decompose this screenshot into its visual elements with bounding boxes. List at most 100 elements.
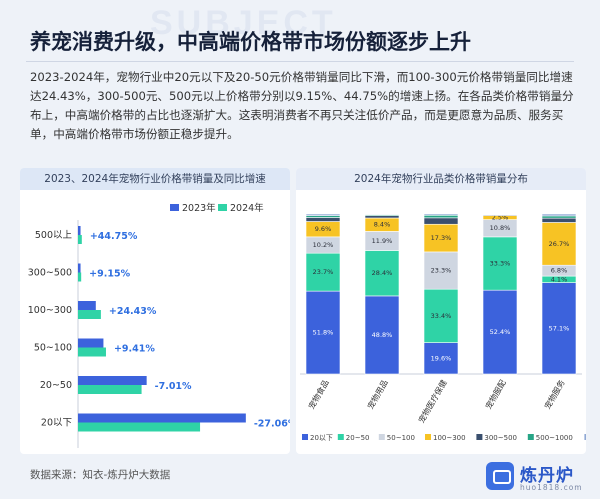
headline: 养宠消费升级，中高端价格带市场份额逐步上升 <box>30 30 471 54</box>
segment-label: 57.1% <box>549 324 570 332</box>
legend-swatch <box>527 434 534 440</box>
stack-segment <box>364 295 400 375</box>
left-chart-title: 2023、2024年宠物行业价格带销量及同比增速 <box>20 168 290 190</box>
category-label: 20~50 <box>40 380 72 391</box>
legend-swatch-2024 <box>218 204 227 211</box>
stack-segment <box>364 250 400 297</box>
watermark: SUBJECT <box>150 4 337 42</box>
right-chart-title: 2024年宠物行业品类价格带销量分布 <box>296 168 586 190</box>
stack-segment <box>364 213 400 215</box>
segment-label: 23.7% <box>313 268 334 276</box>
legend-swatch <box>584 434 586 440</box>
stack-segment <box>541 217 577 223</box>
brand-logo-icon <box>486 462 514 490</box>
price-band-growth-chart: 2023年 2024年 500以上 +44.75% 300~500 +9.15% 100~3… <box>28 202 290 448</box>
legend-label: 300~500 <box>484 434 517 442</box>
segment-label: 2.5% <box>492 214 509 222</box>
category-label: 宠物服务 <box>542 378 567 411</box>
legend-swatch <box>337 434 344 440</box>
stack-segment <box>305 290 341 375</box>
category-label: 20以下 <box>41 418 72 429</box>
category-distribution-panel: 2024年宠物行业品类价格带销量分布 51.8% 23.7% 10.2% 9.6% 宠物… <box>296 168 586 454</box>
stack-segment <box>423 213 459 216</box>
category-label: 50~100 <box>34 343 72 354</box>
category-label: 宠物食品 <box>306 378 331 411</box>
legend-label: 100~300 <box>433 434 466 442</box>
left-legend: 2023年 2024年 <box>170 202 264 214</box>
bar-2024 <box>78 310 101 319</box>
legend-label: 50~100 <box>387 434 415 442</box>
segment-label: 33.4% <box>431 312 452 320</box>
segment-label: 28.4% <box>372 269 393 277</box>
segment-label: 52.4% <box>490 328 511 336</box>
segment-label: 48.8% <box>372 331 393 339</box>
bar-2023 <box>78 376 147 385</box>
legend-label: 20~50 <box>346 434 370 442</box>
legend-swatch <box>302 434 308 440</box>
bar-2023 <box>78 338 104 348</box>
data-source: 数据来源：知衣-炼丹炉大数据 <box>30 469 171 481</box>
growth-label: -27.06% <box>254 419 290 430</box>
divider <box>26 61 574 62</box>
stack-segment <box>305 217 341 222</box>
category-label: 500以上 <box>35 230 73 241</box>
segment-label: 10.2% <box>313 241 334 249</box>
segment-label: 17.3% <box>431 234 452 242</box>
stack-segment <box>482 236 518 291</box>
legend-swatch-2023 <box>170 204 179 211</box>
growth-label: +9.41% <box>114 344 155 355</box>
bar-2024 <box>78 422 201 432</box>
category-distribution-chart: 51.8% 23.7% 10.2% 9.6% 宠物食品 48.8% 28.4% 11.9% 8.… <box>300 213 586 442</box>
bar-2023 <box>78 263 81 273</box>
bar-2023 <box>78 226 81 235</box>
stack-segment <box>423 251 459 290</box>
bar-2024 <box>78 235 82 244</box>
stack-segment <box>423 217 459 225</box>
legend-swatch <box>425 434 431 440</box>
brand-logo: 炼丹炉 huo1818.com <box>486 460 596 496</box>
legend-swatch <box>476 434 483 440</box>
bar-2023 <box>78 413 246 423</box>
segment-label: 10.8% <box>490 224 511 232</box>
legend-label-2024: 2024年 <box>230 202 264 214</box>
category-label: 100~300 <box>28 305 72 316</box>
segment-label: 11.9% <box>372 237 393 245</box>
bar-2024 <box>78 347 106 357</box>
stack-segment <box>423 223 459 253</box>
segment-label: 26.7% <box>549 240 570 248</box>
right-legend: 20以下20~5050~100100~300300~500500~1000100… <box>302 434 586 442</box>
stack-segment <box>541 282 577 375</box>
stack-segment <box>423 342 459 375</box>
legend-label: 20以下 <box>310 434 333 442</box>
segment-label: 8.4% <box>374 221 391 229</box>
stack-segment <box>541 215 577 219</box>
bar-2024 <box>78 272 82 282</box>
stack-segment <box>423 214 459 219</box>
segment-label: 33.3% <box>490 260 511 268</box>
brand-url: huo1818.com <box>520 483 583 492</box>
segment-label: 19.6% <box>431 354 452 362</box>
segment-label: 4.1% <box>551 275 568 283</box>
segment-label: 23.3% <box>431 267 452 275</box>
growth-label: +24.43% <box>109 306 157 317</box>
stack-segment <box>364 215 400 219</box>
legend-label: 500~1000 <box>536 434 573 442</box>
stack-segment <box>305 213 341 216</box>
segment-label: 9.6% <box>315 225 332 233</box>
growth-label: -7.01% <box>155 381 192 392</box>
stack-segment <box>305 252 341 292</box>
stack-segment <box>541 213 577 217</box>
summary-paragraph: 2023-2024年，宠物行业中20元以下及20-50元价格带销量同比下滑，而1… <box>30 70 574 141</box>
bar-2023 <box>78 301 96 310</box>
bar-2024 <box>78 385 142 394</box>
growth-label: +9.15% <box>89 269 130 280</box>
category-label: 宠物服配 <box>483 378 508 411</box>
category-label: 宠物医疗保健 <box>416 378 449 425</box>
segment-label: 6.8% <box>551 267 568 275</box>
legend-label-2023: 2023年 <box>182 202 216 214</box>
category-label: 300~500 <box>28 268 72 279</box>
category-label: 宠物用品 <box>365 378 390 411</box>
brand-name: 炼丹炉 <box>520 466 574 486</box>
segment-label: 51.8% <box>313 329 334 337</box>
legend-swatch <box>378 434 385 440</box>
